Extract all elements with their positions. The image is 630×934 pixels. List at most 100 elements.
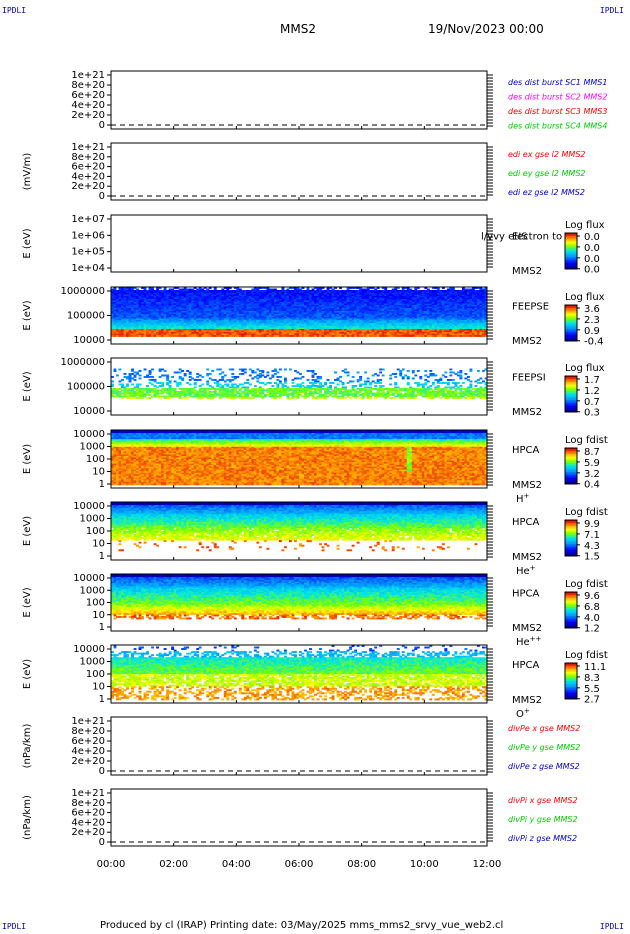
spectrogram-cell: [406, 323, 410, 325]
spectrogram-cell: [138, 326, 142, 328]
spectrogram-cell: [111, 290, 114, 292]
spectrogram-cell: [203, 318, 207, 321]
spectrogram-cell: [399, 299, 403, 301]
spectrogram-cell: [123, 287, 127, 289]
spectrogram-cell: [306, 320, 310, 322]
spectrogram-cell: [344, 296, 348, 298]
spectrogram-cell: [201, 299, 205, 301]
spectrogram-cell: [344, 305, 348, 307]
spectrogram-cell: [193, 327, 197, 330]
spectrogram-cell: [238, 299, 242, 301]
spectrogram-cell: [176, 332, 180, 334]
spectrogram-cell: [223, 315, 227, 318]
spectrogram-cell: [138, 290, 142, 292]
spectrogram-cell: [336, 335, 340, 337]
spectrogram-cell: [356, 299, 360, 301]
spectrogram-cell: [334, 315, 337, 318]
spectrogram-cell: [168, 329, 172, 331]
spectrogram-cell: [236, 335, 240, 337]
spectrogram-cell: [384, 312, 388, 315]
spectrogram-cell: [258, 308, 262, 310]
spectrogram-cell: [153, 302, 157, 304]
spectrogram-cell: [198, 324, 202, 327]
spectrogram-cell: [181, 317, 185, 319]
spectrogram-cell: [351, 312, 355, 315]
spectrogram-cell: [111, 321, 114, 324]
spectrogram-cell: [331, 309, 335, 312]
colorbar-segment: [565, 242, 577, 244]
spectrogram-cell: [306, 294, 310, 297]
spectrogram-cell: [301, 294, 305, 297]
spectrogram-cell: [213, 293, 217, 295]
spectrogram-cell: [299, 333, 302, 336]
spectrogram-cell: [416, 330, 420, 333]
spectrogram-cell: [186, 303, 190, 306]
y-tick-label: 1e+04: [71, 263, 105, 274]
spectrogram-cell: [389, 312, 393, 315]
spectrogram-cell: [131, 320, 134, 322]
spectrogram-cell: [158, 329, 162, 331]
spectrogram-cell: [251, 306, 255, 309]
spectrogram-cell: [228, 329, 232, 331]
spectrogram-cell: [286, 321, 290, 324]
spectrogram-cell: [354, 335, 358, 337]
spectrogram-cell: [261, 330, 265, 333]
spectrogram-cell: [376, 305, 380, 307]
spectrogram-cell: [301, 324, 305, 327]
spectrogram-cell: [293, 318, 297, 321]
spectrogram-cell: [248, 324, 252, 327]
spectrogram-cell: [186, 318, 190, 321]
spectrogram-cell: [366, 299, 370, 301]
spectrogram-cell: [469, 335, 473, 337]
spectrogram-cell: [359, 311, 363, 313]
spectrogram-cell: [111, 296, 114, 298]
spectrogram-cell: [281, 305, 285, 307]
spectrogram-cell: [188, 318, 192, 321]
spectrogram-cell: [176, 318, 180, 321]
spectrogram-cell: [406, 293, 410, 295]
spectrogram-cell: [381, 317, 385, 319]
spectrogram-cell: [361, 315, 365, 318]
spectrogram-cell: [233, 297, 237, 300]
spectrogram-cell: [278, 293, 282, 295]
spectrogram-cell: [183, 290, 187, 292]
spectrogram-cell: [176, 326, 180, 328]
spectrogram-cell: [246, 333, 250, 336]
spectrogram-cell: [206, 306, 210, 309]
spectrogram-cell: [206, 305, 210, 307]
spectrogram-cell: [401, 317, 405, 319]
spectrogram-cell: [364, 296, 368, 298]
spectrogram-cell: [113, 308, 117, 310]
spectrogram-cell: [314, 299, 317, 301]
spectrogram-cell: [366, 296, 370, 298]
spectrogram-cell: [278, 327, 282, 330]
spectrogram-cell: [221, 306, 225, 309]
spectrogram-cell: [176, 315, 180, 318]
spectrogram-cell: [293, 294, 297, 297]
spectrogram-cell: [406, 299, 410, 301]
spectrogram-cell: [146, 335, 149, 337]
spectrogram-cell: [354, 317, 358, 319]
spectrogram-cell: [419, 335, 423, 337]
spectrogram-cell: [223, 333, 227, 336]
spectrogram-cell: [236, 323, 240, 325]
spectrogram-cell: [138, 329, 142, 331]
spectrogram-cell: [131, 288, 134, 291]
spectrogram-cell: [233, 327, 237, 330]
spectrogram-cell: [138, 317, 142, 319]
spectrogram-cell: [151, 297, 155, 300]
spectrogram-cell: [278, 297, 282, 300]
spectrogram-cell: [238, 318, 242, 321]
spectrogram-cell: [171, 294, 175, 297]
spectrogram-cell: [293, 324, 297, 327]
spectrogram-cell: [268, 305, 272, 307]
spectrogram-cell: [361, 326, 365, 328]
spectrogram-cell: [414, 302, 418, 304]
spectrogram-cell: [326, 291, 330, 294]
spectrogram-cell: [216, 309, 220, 312]
spectrogram-cell: [311, 318, 315, 321]
spectrogram-cell: [263, 315, 267, 318]
spectrogram-cell: [369, 299, 373, 301]
spectrogram-cell: [251, 311, 255, 313]
spectrogram-cell: [201, 329, 205, 331]
